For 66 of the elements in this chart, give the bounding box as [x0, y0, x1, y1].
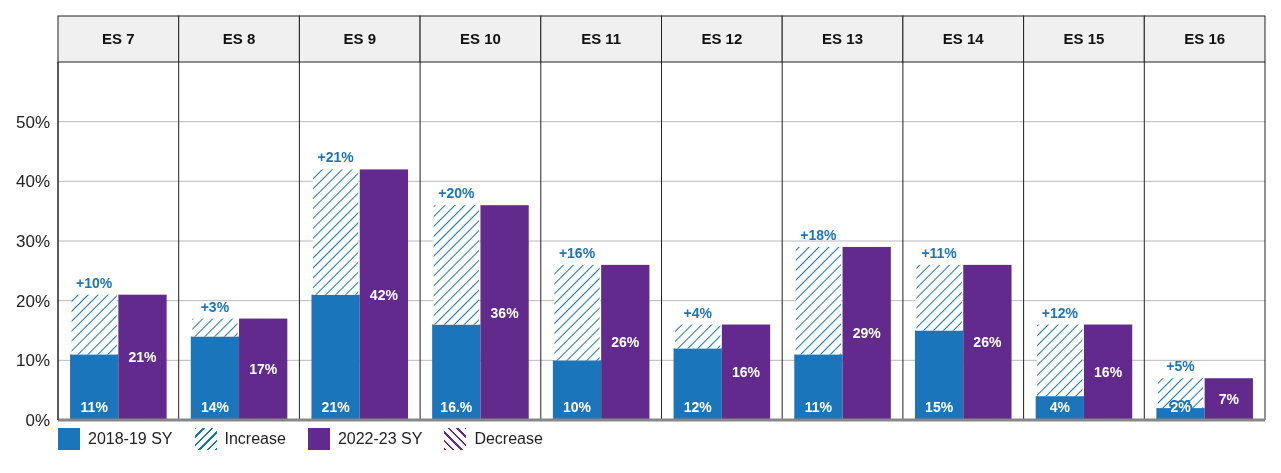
data-label: +10% [76, 274, 113, 291]
bar [239, 318, 288, 420]
y-tick-label: 20% [15, 291, 50, 311]
data-label: +16% [558, 244, 596, 261]
x-tick-label: ES 7 [102, 30, 135, 47]
data-label: 16.% [440, 399, 473, 415]
x-tick-label: ES 8 [222, 30, 256, 47]
data-label: 11% [80, 399, 109, 415]
bar [675, 324, 721, 349]
legend-label: Decrease [474, 430, 543, 448]
bar [554, 264, 600, 361]
bar [71, 294, 117, 355]
bar [311, 294, 360, 420]
y-tick-label: 40% [15, 172, 50, 192]
bar [480, 205, 529, 420]
legend-label: 2018-19 SY [88, 430, 173, 448]
data-label: 36% [490, 304, 520, 321]
data-label: 42% [369, 286, 399, 303]
data-label: 10% [562, 399, 592, 415]
data-label: 21% [128, 349, 158, 366]
x-tick-label: ES 9 [343, 30, 377, 47]
data-label: 29% [852, 325, 882, 342]
y-tick-label: 10% [15, 351, 50, 371]
y-tick-label: 50% [15, 112, 50, 132]
x-tick-label: ES 13 [822, 30, 863, 47]
y-tick-label: 30% [15, 232, 50, 252]
x-tick-label: ES 16 [1184, 30, 1226, 47]
data-label: +21% [317, 149, 355, 166]
data-label: 26% [611, 334, 640, 351]
data-label: 4% [1049, 399, 1071, 415]
data-label: 14% [200, 399, 230, 415]
bar [842, 246, 891, 420]
bar [1037, 324, 1083, 397]
bar [963, 264, 1012, 420]
data-label: +11% [921, 244, 958, 261]
data-label: +3% [200, 298, 230, 315]
legend-label: Increase [224, 430, 286, 448]
x-tick-label: ES 15 [1063, 30, 1105, 47]
data-label: +5% [1166, 358, 1196, 375]
data-label: 16% [1094, 364, 1123, 381]
data-label: +12% [1041, 304, 1079, 321]
data-label: 11% [804, 399, 833, 415]
data-label: +18% [800, 226, 838, 243]
bar [312, 169, 359, 295]
bar [118, 294, 167, 420]
x-tick-label: ES 11 [581, 30, 622, 47]
bar [916, 264, 962, 331]
legend-label: 2022-23 SY [337, 430, 423, 448]
bar [601, 264, 650, 420]
y-tick-label: 0% [25, 411, 50, 431]
bar [795, 246, 842, 355]
x-tick-label: ES 12 [701, 30, 743, 47]
x-tick-label: ES 14 [942, 30, 985, 47]
data-label: +4% [683, 304, 713, 321]
bar [433, 205, 479, 325]
data-label: 17% [249, 361, 278, 378]
data-label: 7% [1218, 391, 1240, 408]
data-label: +20% [438, 185, 475, 202]
data-label: 16% [731, 364, 761, 381]
data-label: 26% [973, 334, 1002, 351]
data-label: 15% [925, 399, 954, 415]
data-label: 12% [683, 399, 713, 415]
bar [359, 169, 409, 420]
data-label: 21% [321, 399, 351, 415]
bar [192, 318, 238, 337]
x-tick-label: ES 10 [460, 30, 501, 47]
